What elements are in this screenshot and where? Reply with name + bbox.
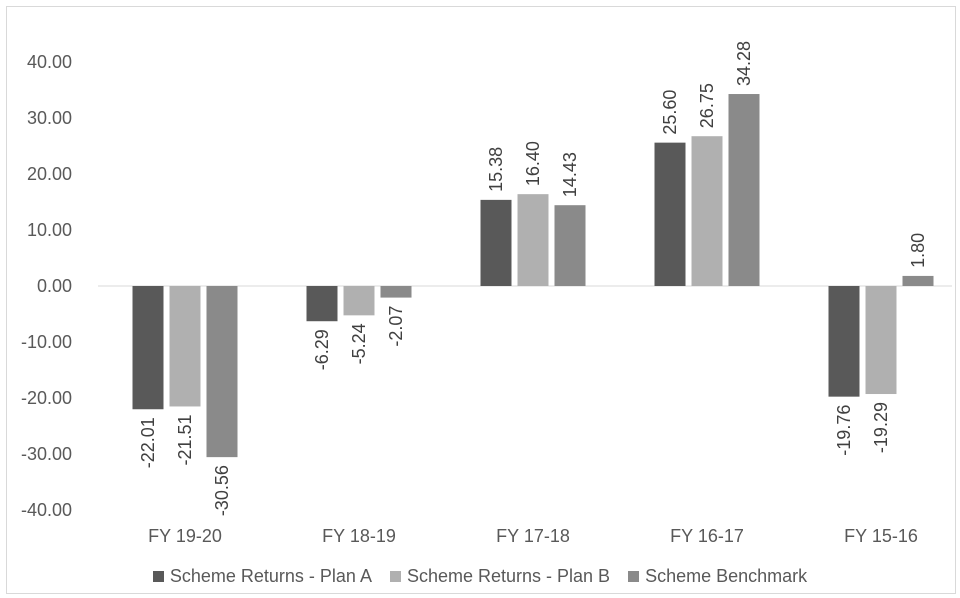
y-tick-label: -10.00: [21, 332, 72, 352]
data-label-scheme-returns-plan-a-fy-15-16: -19.76: [834, 405, 854, 456]
bar-scheme-returns-plan-b-fy-18-19: [343, 286, 375, 316]
data-label-scheme-benchmark-fy-15-16: 1.80: [908, 233, 928, 268]
legend-label-plan-a: Scheme Returns - Plan A: [169, 565, 372, 586]
chart-legend: Scheme Returns - Plan A Scheme Returns -…: [0, 562, 960, 590]
data-label-scheme-benchmark-fy-18-19: -2.07: [386, 306, 406, 347]
legend-item-plan-a: Scheme Returns - Plan A: [152, 565, 372, 587]
legend-swatch-benchmark: [628, 570, 640, 582]
data-label-scheme-returns-plan-b-fy-17-18: 16.40: [523, 141, 543, 186]
y-tick-label: 0.00: [37, 276, 72, 296]
data-label-scheme-benchmark-fy-17-18: 14.43: [560, 152, 580, 197]
y-tick-label: -20.00: [21, 388, 72, 408]
bar-scheme-returns-plan-a-fy-15-16: [828, 286, 860, 397]
bar-scheme-benchmark-fy-16-17: [728, 94, 760, 286]
legend-item-benchmark: Scheme Benchmark: [628, 566, 807, 587]
bar-scheme-returns-plan-a-fy-17-18: [480, 199, 512, 286]
legend-item-plan-b: Scheme Returns - Plan B: [389, 565, 611, 587]
x-tick-label-fy-19-20: FY 19-20: [148, 526, 222, 546]
y-tick-label: -30.00: [21, 444, 72, 464]
data-label-scheme-returns-plan-b-fy-19-20: -21.51: [175, 414, 195, 465]
data-label-scheme-returns-plan-b-fy-16-17: 26.75: [697, 83, 717, 128]
bar-scheme-returns-plan-b-fy-19-20: [169, 286, 201, 407]
data-label-scheme-benchmark-fy-19-20: -30.56: [212, 465, 232, 516]
data-label-scheme-returns-plan-b-fy-18-19: -5.24: [349, 323, 369, 364]
data-label-scheme-returns-plan-a-fy-19-20: -22.01: [138, 417, 158, 468]
data-label-scheme-returns-plan-a-fy-16-17: 25.60: [660, 90, 680, 135]
x-tick-label-fy-16-17: FY 16-17: [670, 526, 744, 546]
y-tick-label: -40.00: [21, 500, 72, 520]
bar-scheme-returns-plan-b-fy-16-17: [691, 136, 723, 286]
bar-scheme-returns-plan-a-fy-16-17: [654, 142, 686, 286]
legend-label-plan-b: Scheme Returns - Plan B: [406, 565, 611, 586]
bar-scheme-returns-plan-b-fy-15-16: [865, 286, 897, 395]
x-tick-label-fy-17-18: FY 17-18: [496, 526, 570, 546]
y-tick-label: 10.00: [27, 220, 72, 240]
y-tick-label: 20.00: [27, 164, 72, 184]
bar-scheme-returns-plan-b-fy-17-18: [517, 194, 549, 286]
y-tick-label: 40.00: [27, 52, 72, 72]
y-tick-label: 30.00: [27, 108, 72, 128]
data-label-scheme-returns-plan-a-fy-17-18: 15.38: [486, 147, 506, 192]
chart-frame: [6, 6, 956, 594]
bar-scheme-returns-plan-a-fy-19-20: [132, 286, 164, 410]
bar-scheme-returns-plan-a-fy-18-19: [306, 286, 338, 322]
data-label-scheme-benchmark-fy-16-17: 34.28: [734, 41, 754, 86]
legend-label-benchmark: Scheme Benchmark: [645, 565, 808, 586]
bar-scheme-benchmark-fy-17-18: [554, 205, 586, 286]
x-tick-label-fy-15-16: FY 15-16: [844, 526, 918, 546]
bar-scheme-benchmark-fy-18-19: [380, 286, 412, 298]
data-label-scheme-returns-plan-a-fy-18-19: -6.29: [312, 329, 332, 370]
bar-scheme-benchmark-fy-15-16: [902, 275, 934, 286]
legend-swatch-plan-a: [152, 570, 164, 582]
bar-scheme-benchmark-fy-19-20: [206, 286, 238, 458]
legend-swatch-plan-b: [389, 570, 401, 582]
x-tick-label-fy-18-19: FY 18-19: [322, 526, 396, 546]
data-label-scheme-returns-plan-b-fy-15-16: -19.29: [871, 402, 891, 453]
